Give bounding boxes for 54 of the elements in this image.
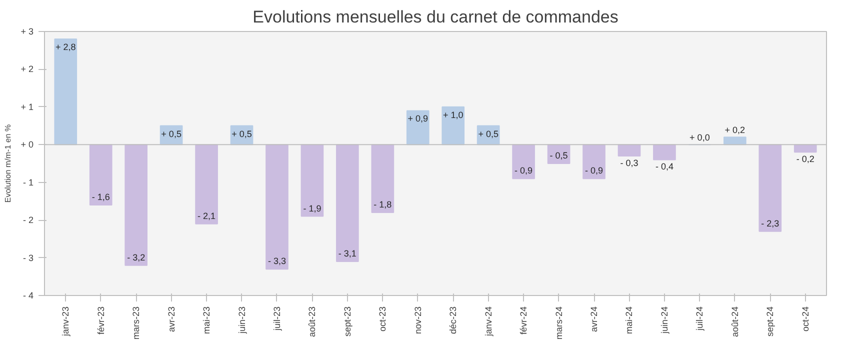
data-label: - 3,2 — [127, 252, 146, 262]
data-label: + 2,8 — [56, 42, 76, 52]
data-label: - 2,3 — [761, 218, 780, 228]
x-tick-label: juil-23 — [272, 306, 282, 332]
x-tick-label: janv-24 — [483, 306, 494, 338]
y-tick-label: - 2 — [22, 215, 34, 226]
data-label: + 1,0 — [442, 110, 464, 120]
x-tick-label: mars-24 — [554, 306, 564, 340]
x-tick-label: févr-24 — [518, 306, 529, 335]
x-tick-label: avr-23 — [166, 306, 176, 332]
data-label: - 1,9 — [303, 203, 322, 214]
x-tick-label: sept-23 — [342, 306, 352, 337]
data-label: - 0,5 — [550, 150, 568, 160]
x-tick-label: janv-23 — [60, 306, 71, 338]
data-label: + 0,5 — [161, 128, 182, 139]
x-tick-label: août-24 — [730, 306, 740, 338]
x-tick-label: mars-23 — [131, 306, 142, 340]
x-tick-label: nov-23 — [412, 306, 423, 334]
chart-title: Evolutions mensuelles du carnet de commandes — [252, 8, 618, 26]
y-tick-label: + 1 — [20, 102, 34, 112]
data-label: - 1,8 — [374, 200, 392, 210]
data-label: - 0,4 — [655, 162, 674, 172]
data-label: + 0,2 — [724, 125, 746, 136]
data-label: - 0,2 — [796, 154, 814, 164]
x-tick-label: mai-24 — [624, 306, 634, 334]
data-label: - 0,9 — [514, 166, 533, 176]
y-tick-label: - 4 — [22, 290, 34, 300]
data-label: - 2,1 — [198, 210, 216, 221]
x-tick-label: août-23 — [307, 306, 318, 338]
data-label: - 3,3 — [268, 256, 286, 266]
data-label: + 0,9 — [408, 114, 428, 124]
data-label: - 0,9 — [585, 166, 604, 176]
x-tick-label: oct-23 — [378, 306, 388, 332]
x-tick-label: juil-24 — [694, 306, 705, 332]
data-label: - 3,1 — [338, 248, 356, 259]
y-tick-label: - 3 — [22, 252, 34, 263]
x-tick-label: avr-24 — [589, 306, 600, 332]
x-tick-label: mai-23 — [202, 306, 212, 334]
y-tick-label: + 0 — [20, 140, 34, 150]
x-tick-label: juin-23 — [236, 306, 247, 335]
data-label: - 0,3 — [620, 158, 638, 168]
x-tick-label: sept-24 — [765, 306, 776, 337]
data-label: + 0,5 — [232, 128, 252, 139]
y-tick-label: + 2 — [20, 64, 34, 74]
x-tick-label: déc-23 — [448, 306, 458, 334]
data-label: + 0,5 — [478, 128, 498, 139]
y-axis-title: Evolution m/m-1 en % — [4, 124, 13, 203]
y-tick-label: - 1 — [22, 177, 34, 188]
y-tick-label: + 3 — [20, 26, 34, 36]
x-tick-label: oct-24 — [800, 306, 810, 332]
x-tick-label: juin-24 — [659, 306, 670, 335]
x-tick-label: févr-23 — [96, 306, 106, 335]
data-label: - 1,6 — [92, 192, 110, 202]
data-label: + 0,0 — [690, 132, 710, 143]
